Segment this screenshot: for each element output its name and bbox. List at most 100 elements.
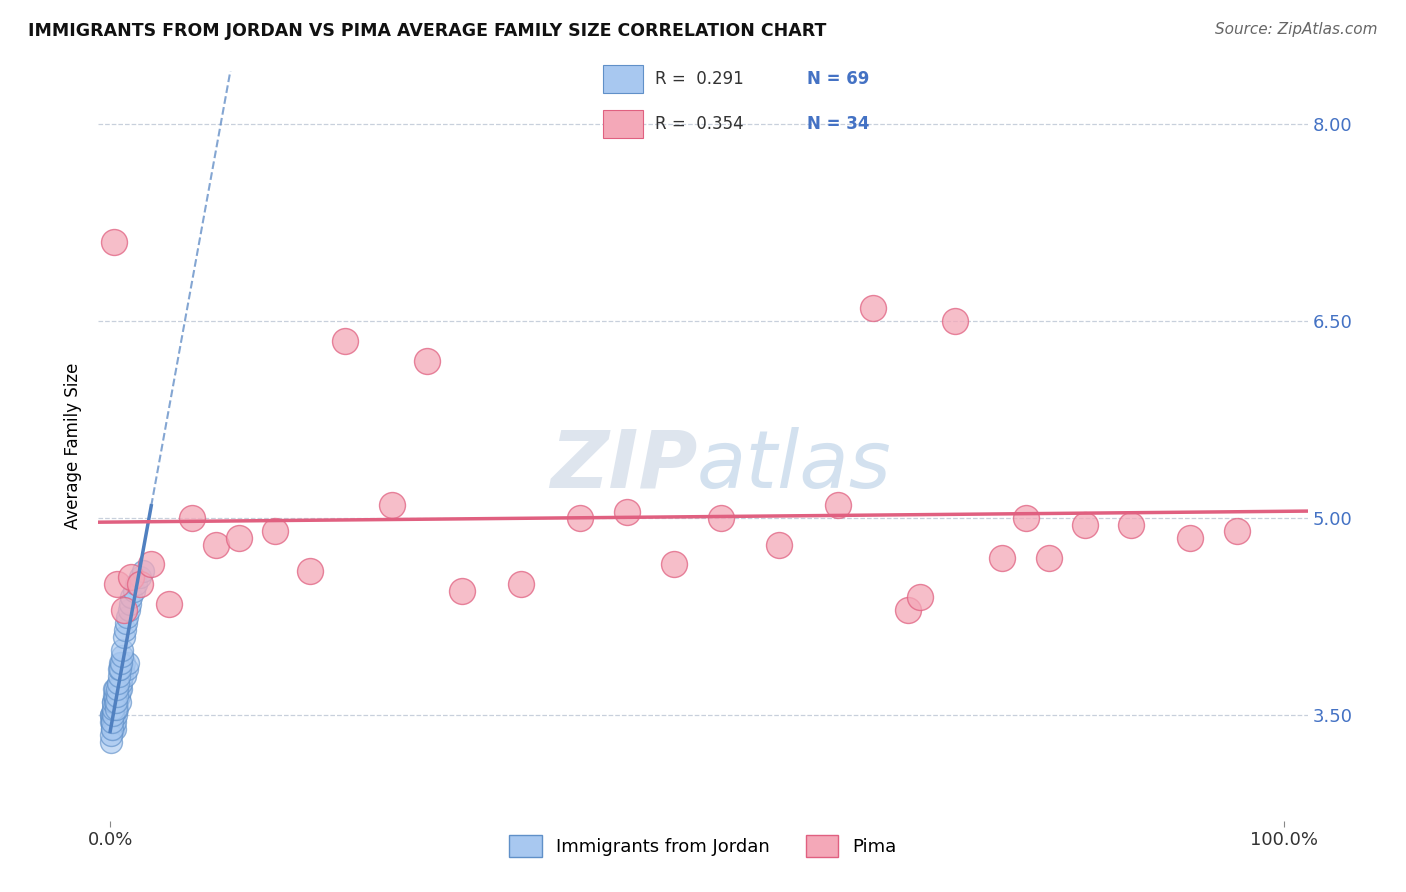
Text: Source: ZipAtlas.com: Source: ZipAtlas.com — [1215, 22, 1378, 37]
Point — [100, 722, 122, 736]
Point — [108, 656, 131, 670]
Point — [110, 663, 132, 677]
Point — [115, 616, 138, 631]
Point — [111, 642, 134, 657]
Point — [108, 663, 131, 677]
Point — [107, 669, 129, 683]
Point — [104, 695, 127, 709]
Point — [105, 702, 128, 716]
Point — [103, 235, 125, 250]
Point — [114, 623, 136, 637]
Point — [710, 511, 733, 525]
Point — [616, 505, 638, 519]
Point — [104, 702, 127, 716]
Point — [112, 603, 135, 617]
Point — [112, 663, 135, 677]
Point — [1038, 550, 1060, 565]
Point — [108, 682, 131, 697]
Point — [827, 498, 849, 512]
Point — [1226, 524, 1249, 539]
Point — [101, 708, 124, 723]
Point — [104, 689, 127, 703]
Point — [101, 714, 124, 729]
Y-axis label: Average Family Size: Average Family Size — [65, 363, 83, 529]
Point — [112, 656, 135, 670]
Point — [111, 669, 134, 683]
Point — [105, 695, 128, 709]
Point — [112, 630, 135, 644]
Point — [1015, 511, 1038, 525]
Point — [103, 695, 125, 709]
Point — [101, 702, 124, 716]
Point — [333, 334, 356, 348]
Point — [381, 498, 404, 512]
Point — [103, 682, 125, 697]
Point — [108, 689, 131, 703]
Point — [101, 702, 124, 716]
Text: IMMIGRANTS FROM JORDAN VS PIMA AVERAGE FAMILY SIZE CORRELATION CHART: IMMIGRANTS FROM JORDAN VS PIMA AVERAGE F… — [28, 22, 827, 40]
Point — [105, 695, 128, 709]
Point — [181, 511, 204, 525]
Bar — [603, 110, 643, 138]
Point — [101, 695, 124, 709]
Point — [298, 564, 321, 578]
Point — [416, 353, 439, 368]
Point — [103, 708, 125, 723]
Point — [568, 511, 591, 525]
Legend: Immigrants from Jordan, Pima: Immigrants from Jordan, Pima — [502, 828, 904, 864]
Point — [107, 682, 129, 697]
Point — [228, 531, 250, 545]
Point — [991, 550, 1014, 565]
Point — [105, 695, 128, 709]
Point — [110, 649, 132, 664]
Point — [122, 583, 145, 598]
Point — [120, 590, 142, 604]
Text: R =  0.291: R = 0.291 — [655, 70, 744, 87]
Point — [107, 682, 129, 697]
Point — [110, 682, 132, 697]
Point — [118, 603, 141, 617]
Point — [107, 675, 129, 690]
Point — [100, 708, 122, 723]
Point — [115, 663, 138, 677]
Point — [862, 301, 884, 315]
Point — [103, 702, 125, 716]
Point — [204, 538, 226, 552]
Point — [105, 577, 128, 591]
Point — [103, 695, 125, 709]
Point — [100, 722, 122, 736]
Point — [115, 610, 138, 624]
Point — [104, 722, 127, 736]
Point — [100, 728, 122, 742]
Point — [103, 689, 125, 703]
Point — [103, 722, 125, 736]
Point — [1121, 517, 1143, 532]
Point — [100, 714, 122, 729]
Text: ZIP: ZIP — [550, 426, 697, 505]
Point — [263, 524, 285, 539]
Point — [120, 570, 142, 584]
Point — [510, 577, 533, 591]
Point — [128, 577, 150, 591]
Point — [141, 558, 163, 572]
Point — [157, 597, 180, 611]
Bar — [603, 65, 643, 93]
Point — [103, 714, 125, 729]
Point — [132, 564, 155, 578]
Point — [1180, 531, 1202, 545]
Text: R =  0.354: R = 0.354 — [655, 115, 744, 133]
Point — [117, 656, 139, 670]
Point — [105, 689, 128, 703]
Point — [1073, 517, 1095, 532]
Point — [104, 714, 127, 729]
Point — [662, 558, 685, 572]
Point — [110, 675, 132, 690]
Point — [104, 702, 127, 716]
Point — [104, 708, 127, 723]
Point — [120, 597, 142, 611]
Text: N = 34: N = 34 — [807, 115, 869, 133]
Point — [101, 714, 124, 729]
Point — [101, 708, 124, 723]
Point — [104, 682, 127, 697]
Point — [101, 708, 124, 723]
